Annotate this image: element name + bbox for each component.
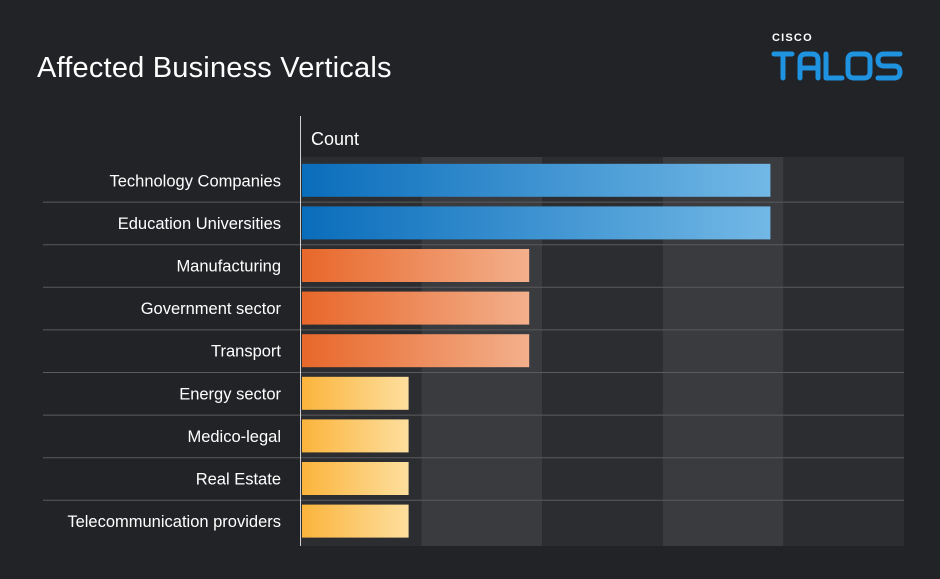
- category-label: Real Estate: [196, 471, 281, 489]
- bar-technology-companies: [302, 163, 771, 197]
- category-label: Manufacturing: [176, 258, 281, 276]
- bar-energy-sector: [302, 376, 409, 410]
- cisco-talos-logo: CISCO: [770, 32, 910, 84]
- bar-manufacturing: [302, 249, 530, 282]
- bar-education-universities: [302, 206, 771, 240]
- category-label: Technology Companies: [109, 172, 281, 190]
- bar-telecommunication-providers: [302, 504, 409, 538]
- logo-brand: CISCO: [772, 32, 813, 44]
- bar-medico-legal: [302, 419, 409, 453]
- category-label: Energy sector: [179, 385, 281, 403]
- bar-government-sector: [302, 291, 530, 325]
- talos-logo-icon: [771, 51, 903, 81]
- grid-band: [783, 157, 904, 546]
- category-label: Medico-legal: [187, 428, 281, 446]
- category-label: Transport: [211, 343, 281, 361]
- category-label: Telecommunication providers: [67, 513, 281, 531]
- bar-transport: [302, 334, 530, 368]
- chart-title: Affected Business Verticals: [37, 52, 392, 84]
- axis-label-count: Count: [311, 129, 359, 149]
- category-label: Education Universities: [118, 215, 281, 233]
- bar-real-estate: [302, 462, 409, 495]
- category-label: Government sector: [141, 300, 282, 318]
